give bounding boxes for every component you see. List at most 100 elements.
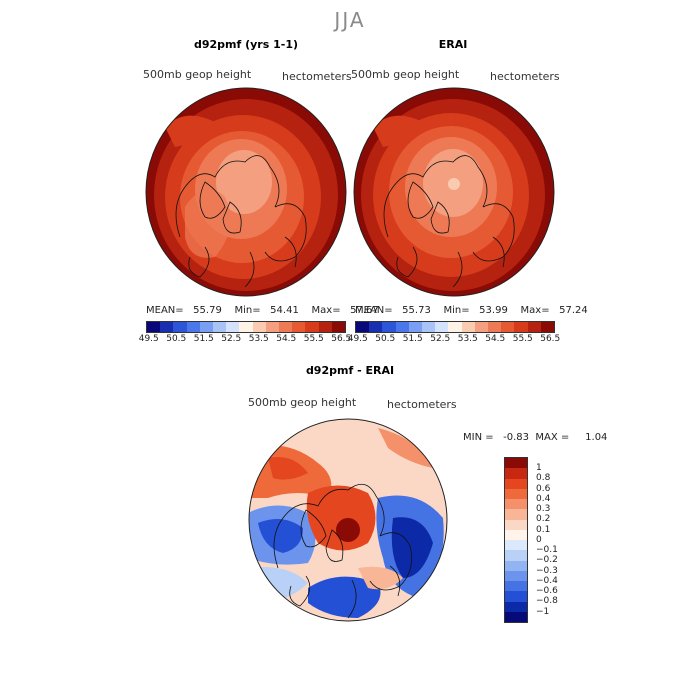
colorbar-diff-tick-label: −0.2	[536, 555, 558, 566]
colorbar-swatch	[505, 509, 527, 520]
colorbar-swatch	[501, 322, 515, 332]
colorbar-panel1-ticks: 49.5 50.5 51.5 52.5 53.5 54.5 55.5 56.5	[135, 334, 355, 344]
colorbar-swatch	[505, 488, 527, 499]
contour-band	[378, 428, 433, 468]
colorbar-swatch	[318, 322, 332, 332]
colorbar-swatch	[474, 322, 489, 332]
contour-band	[336, 518, 360, 542]
colorbar-tick-label: 56.5	[540, 334, 561, 344]
colorbar-swatch	[239, 322, 253, 332]
colorbar-diff-tick-label: −0.1	[536, 545, 558, 556]
colorbar-swatch	[461, 322, 475, 332]
colorbar-swatch	[395, 322, 409, 332]
coastlines	[273, 483, 413, 619]
colorbar-diff-tick-label: 0.6	[536, 483, 551, 494]
contour-band	[268, 457, 308, 480]
colorbar-swatch	[488, 322, 502, 332]
colorbar-swatch	[305, 322, 319, 332]
panel2-units: hectometers	[490, 70, 560, 83]
colorbar-tick-label: 54.5	[485, 334, 506, 344]
colorbar-diff-tick-label: −1	[536, 606, 550, 617]
colorbar-swatch	[540, 322, 555, 332]
colorbar-swatch	[505, 591, 527, 602]
colorbar-diff-tick-label: 0.1	[536, 524, 551, 535]
colorbar-swatch	[505, 601, 527, 612]
colorbar-swatch	[252, 322, 266, 332]
colorbar-diff-tick-label: −0.4	[536, 575, 558, 586]
panel1-title: d92pmf (yrs 1-1)	[193, 38, 299, 51]
contour-band	[391, 517, 433, 578]
colorbar-swatch	[408, 322, 423, 332]
contour-band	[165, 115, 215, 147]
panel1-polar-map	[145, 87, 347, 297]
diff-units: hectometers	[387, 398, 457, 411]
colorbar-swatch	[226, 322, 240, 332]
diff-variable: 500mb geop height	[248, 396, 357, 409]
colorbar-tick-label: 52.5	[430, 334, 451, 344]
contour-band	[373, 115, 423, 147]
colorbar-swatch	[331, 322, 346, 332]
colorbar-swatch	[505, 611, 527, 622]
colorbar-tick-label: 50.5	[375, 334, 396, 344]
colorbar-panel2-ticks: 49.5 50.5 51.5 52.5 53.5 54.5 55.5 56.5	[344, 334, 564, 344]
colorbar-diff-labels: 1 0.8 0.6 0.4 0.3 0.2 0.1 0 −0.1 −0.2 −0.3 −0.4 −0.6…	[536, 457, 576, 621]
season-title: JJA	[334, 8, 366, 32]
colorbar-tick-label: 49.5	[138, 334, 159, 344]
colorbar-swatch	[505, 519, 527, 530]
colorbar-tick-label: 53.5	[248, 334, 269, 344]
panel1-stats: MEAN= 55.79 Min= 54.41 Max= 57.67	[146, 305, 379, 316]
diff-title: d92pmf - ERAI	[305, 364, 395, 377]
colorbar-tick-label: 55.5	[512, 334, 533, 344]
colorbar-diff-tick-label: 0.3	[536, 504, 551, 515]
colorbar-swatch	[505, 560, 527, 571]
contour-band	[216, 150, 272, 214]
diff-stats: MIN = -0.83 MAX = 1.04	[463, 432, 608, 443]
colorbar-swatch	[382, 322, 396, 332]
colorbar-diff	[504, 457, 528, 623]
colorbar-swatch	[292, 322, 306, 332]
colorbar-swatch	[356, 322, 370, 332]
colorbar-diff-tick-label: 0.8	[536, 473, 551, 484]
colorbar-diff-tick-label: −0.8	[536, 596, 558, 607]
colorbar-swatch	[173, 322, 187, 332]
colorbar-swatch	[147, 322, 161, 332]
colorbar-swatch	[505, 499, 527, 510]
colorbar-swatch	[505, 540, 527, 551]
colorbar-swatch	[186, 322, 200, 332]
contour-band	[258, 519, 303, 553]
panel2-polar-map	[353, 87, 555, 297]
diff-polar-map	[248, 418, 448, 622]
colorbar-swatch	[435, 322, 449, 332]
colorbar-swatch	[279, 322, 293, 332]
colorbar-tick-label: 49.5	[347, 334, 368, 344]
colorbar-swatch	[514, 322, 528, 332]
colorbar-diff-tick-label: −0.6	[536, 586, 558, 597]
colorbar-tick-label: 56.5	[331, 334, 352, 344]
colorbar-diff-tick-label: 0.2	[536, 514, 551, 525]
colorbar-swatch	[505, 529, 527, 540]
colorbar-diff-tick-label: 0.4	[536, 493, 551, 504]
colorbar-tick-label: 55.5	[303, 334, 324, 344]
colorbar-swatch	[505, 581, 527, 592]
panel1-variable: 500mb geop height	[143, 68, 252, 81]
colorbar-swatch	[505, 458, 527, 469]
panel2-title: ERAI	[438, 38, 468, 51]
colorbar-tick-label: 53.5	[457, 334, 478, 344]
colorbar-swatch	[199, 322, 214, 332]
colorbar-swatch	[213, 322, 227, 332]
colorbar-diff-tick-label: 1	[536, 463, 542, 474]
colorbar-swatch	[265, 322, 280, 332]
contour-band	[308, 576, 381, 618]
colorbar-swatch	[505, 550, 527, 561]
colorbar-diff-tick-label: 0	[536, 534, 542, 545]
colorbar-swatch	[160, 322, 174, 332]
panel1-units: hectometers	[282, 70, 352, 83]
colorbar-swatch	[505, 478, 527, 489]
colorbar-diff-tick-label: −0.3	[536, 565, 558, 576]
colorbar-swatch	[527, 322, 541, 332]
panel2-stats: MEAN= 55.73 Min= 53.99 Max= 57.24	[355, 305, 588, 316]
colorbar-tick-label: 51.5	[402, 334, 423, 344]
colorbar-tick-label: 52.5	[221, 334, 242, 344]
coastlines	[175, 155, 307, 288]
colorbar-swatch	[505, 468, 527, 479]
